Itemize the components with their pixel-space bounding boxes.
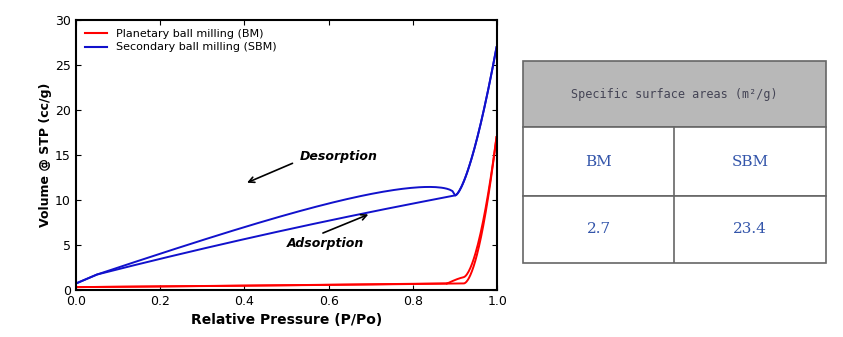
Text: Adsorption: Adsorption — [287, 237, 364, 250]
Bar — [523, 196, 826, 263]
X-axis label: Relative Pressure (P/Po): Relative Pressure (P/Po) — [191, 313, 382, 327]
Bar — [523, 61, 826, 127]
Y-axis label: Volume @ STP (cc/g): Volume @ STP (cc/g) — [40, 83, 52, 227]
Text: SBM: SBM — [732, 155, 769, 169]
Bar — [523, 127, 826, 196]
Text: 2.7: 2.7 — [587, 222, 610, 237]
Text: 23.4: 23.4 — [733, 222, 767, 237]
Legend: Planetary ball milling (BM), Secondary ball milling (SBM): Planetary ball milling (BM), Secondary b… — [82, 26, 280, 56]
Text: BM: BM — [585, 155, 612, 169]
Text: Desorption: Desorption — [299, 150, 377, 162]
Text: Specific surface areas (m²/g): Specific surface areas (m²/g) — [571, 88, 778, 100]
